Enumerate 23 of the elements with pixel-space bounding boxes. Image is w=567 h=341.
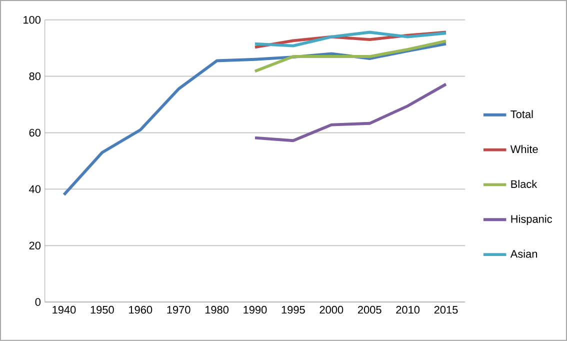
legend-label: White [510, 145, 538, 154]
y-tick-label: 0 [35, 298, 41, 306]
line-series [254, 82, 448, 142]
x-tick-label: 2010 [396, 306, 420, 314]
y-tick-label: 80 [29, 72, 41, 80]
x-tick-label: 1980 [205, 306, 229, 314]
legend-label: Black [511, 180, 538, 188]
x-tick-label: 2000 [320, 306, 344, 314]
x-tick-label: 1990 [244, 306, 267, 314]
legend-label: Total [510, 110, 533, 118]
legend-label: Asian [510, 250, 538, 258]
x-tick-label: 1940 [52, 306, 76, 314]
x-tick-label: 1950 [90, 306, 114, 314]
y-tick-label: 20 [29, 242, 41, 250]
x-tick-label: 1970 [167, 306, 190, 314]
x-tick-label: 1960 [129, 306, 152, 314]
x-tick-label: 2015 [434, 306, 458, 314]
y-tick-label: 40 [29, 185, 41, 194]
legend-label: Hispanic [511, 214, 552, 226]
y-tick-label: 60 [29, 128, 41, 137]
x-tick-label: 1995 [282, 306, 305, 314]
x-tick-label: 2005 [358, 306, 382, 314]
y-tick-label: 100 [24, 16, 41, 24]
